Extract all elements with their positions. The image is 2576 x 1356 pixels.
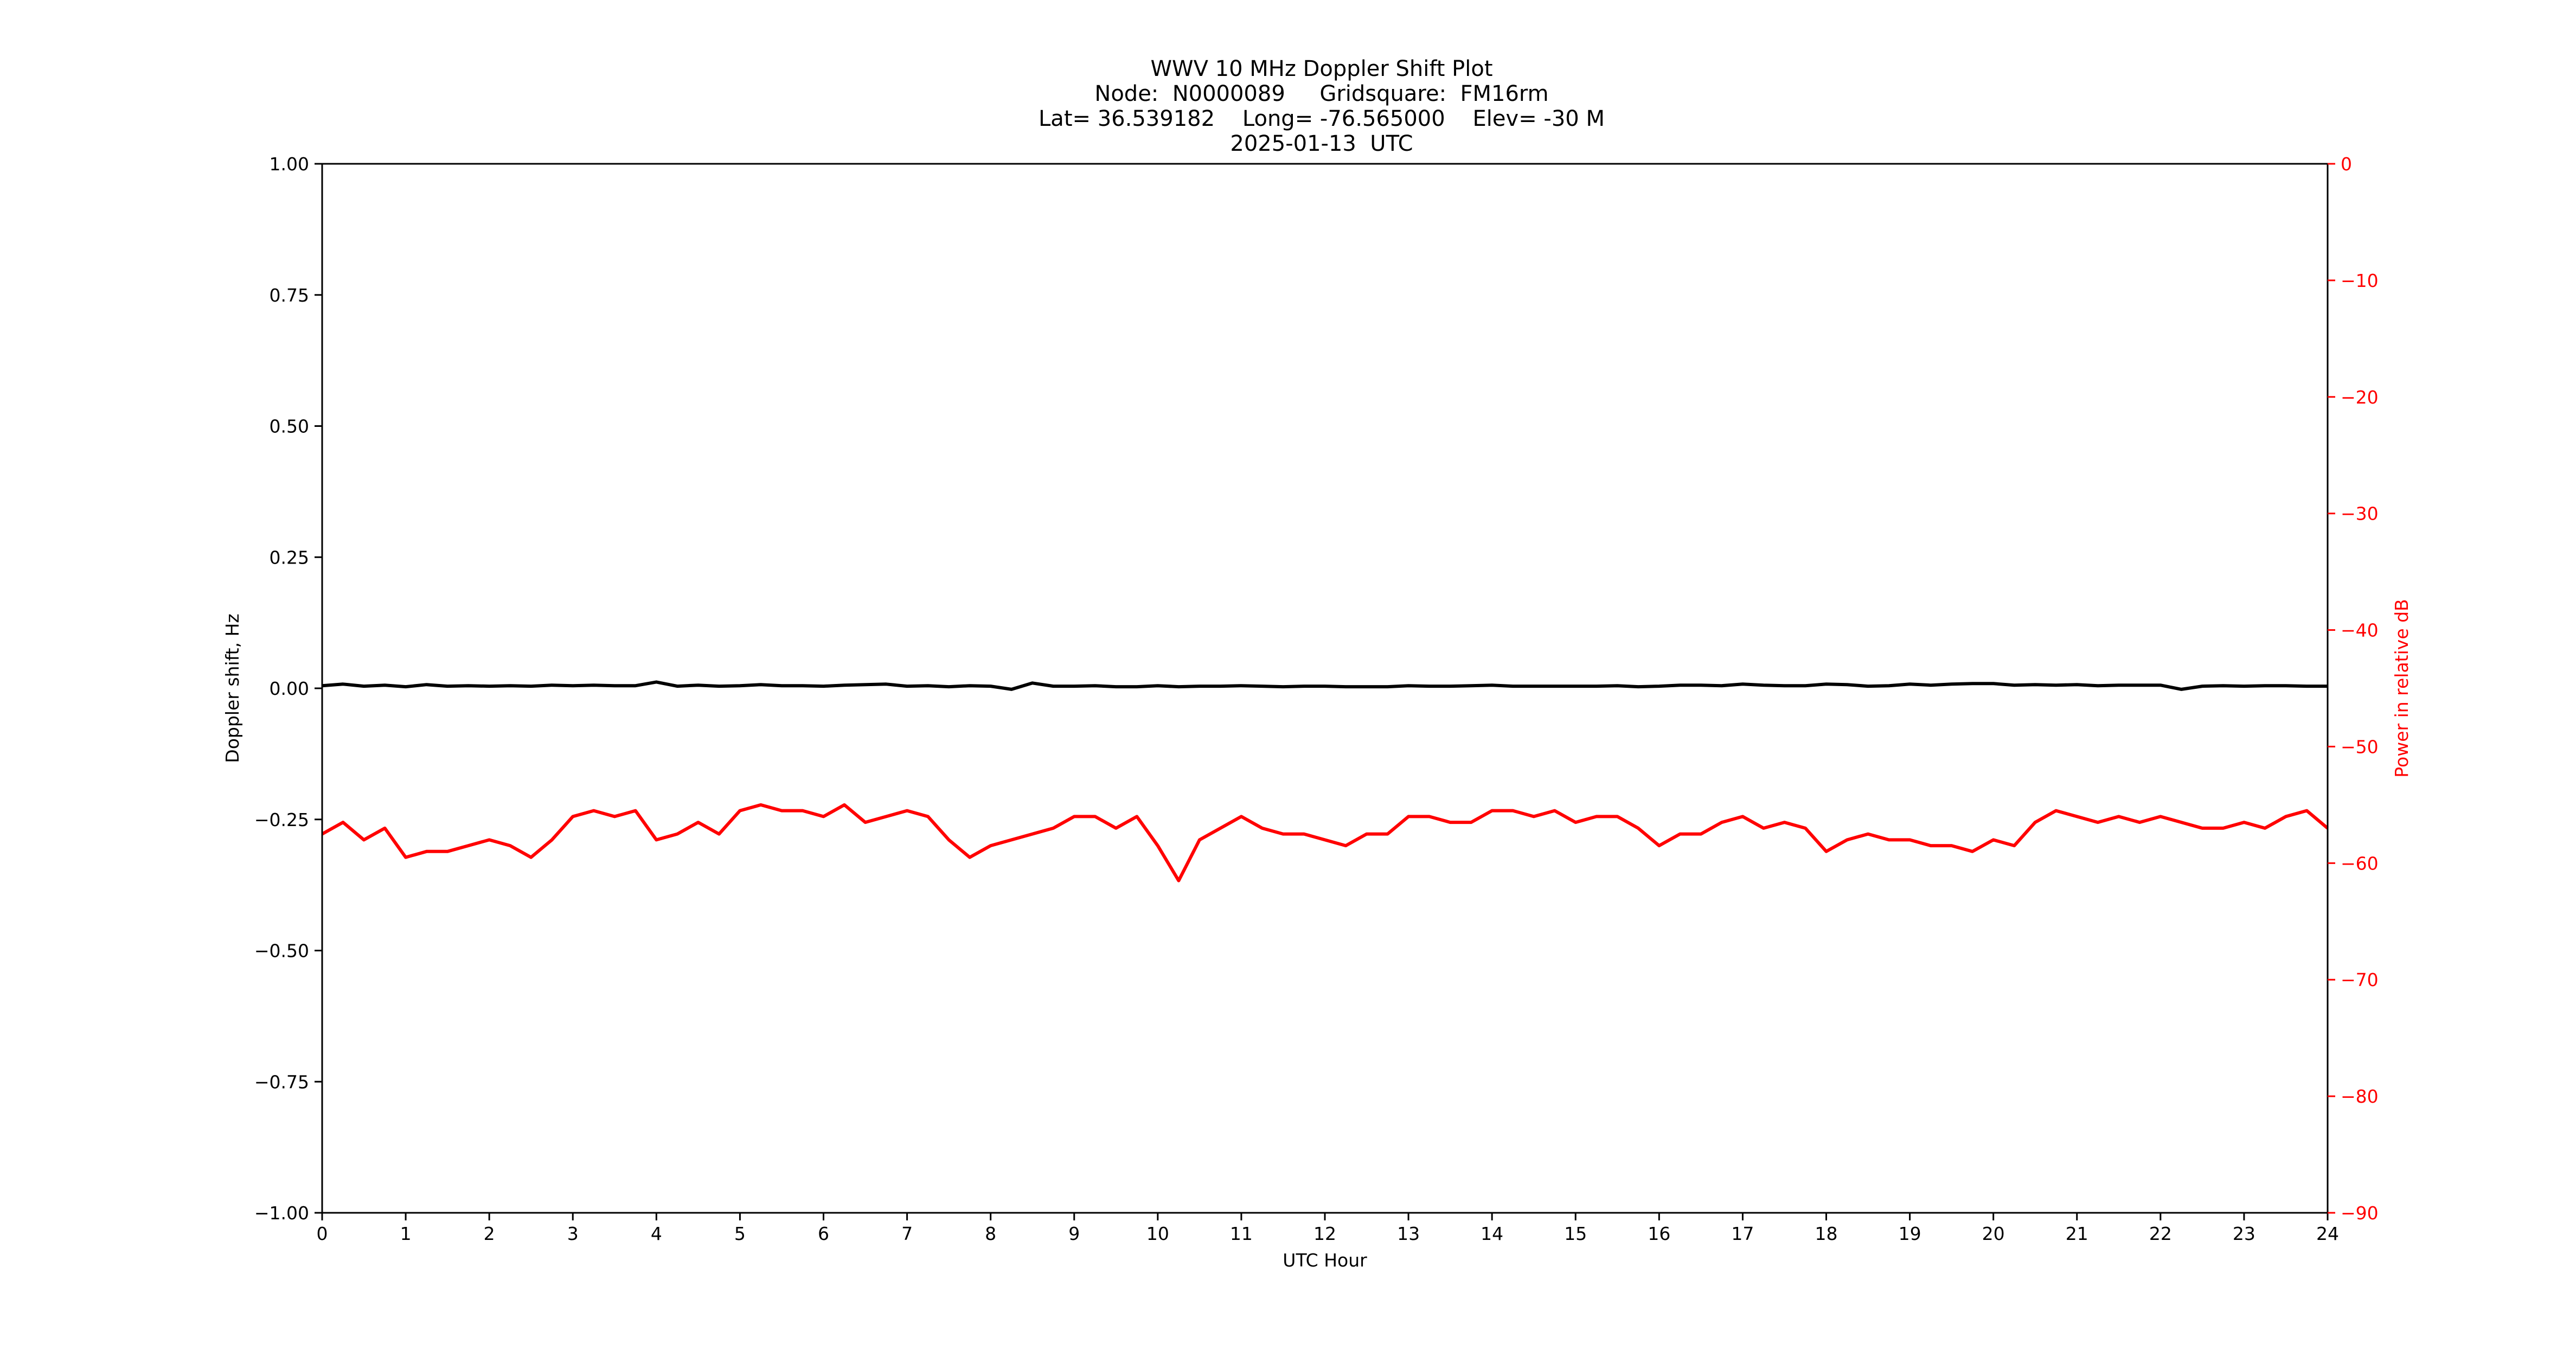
x-tick-label: 1	[400, 1223, 412, 1244]
y-tick-label: −0.50	[254, 941, 309, 962]
chart-title-line-1: WWV 10 MHz Doppler Shift Plot	[1150, 56, 1492, 81]
y-tick-label: 0.25	[270, 547, 309, 568]
x-tick-label: 19	[1899, 1223, 1921, 1244]
y2-tick-label: −70	[2341, 969, 2379, 990]
chart-title-line-4: 2025-01-13 UTC	[1230, 131, 1413, 156]
x-tick-label: 16	[1648, 1223, 1670, 1244]
x-tick-label: 5	[734, 1223, 746, 1244]
y-axis-ticks: 1.00 0.75 0.50 0.25 0.00 −0.25 −0.50 −0.75 −1.00	[254, 153, 322, 1224]
x-axis-ticks: 0 1 2 3 4 5 6 7 8 9 10 11 12 13 14 15 16 17 18 19 20 21 22 23 24	[317, 1213, 2339, 1244]
x-tick-label: 4	[651, 1223, 662, 1244]
y-tick-label: −0.75	[254, 1071, 309, 1092]
y-tick-label: 0.00	[270, 678, 309, 699]
x-tick-label: 14	[1481, 1223, 1503, 1244]
y2-axis-ticks: 0 −10 −20 −30 −40 −50 −60 −70 −80 −90	[2328, 153, 2379, 1224]
y-tick-label: 1.00	[270, 153, 309, 175]
y2-tick-label: −10	[2341, 270, 2379, 291]
x-tick-label: 20	[1982, 1223, 2005, 1244]
x-tick-label: 11	[1230, 1223, 1253, 1244]
power-series-line	[321, 803, 2329, 882]
y2-tick-label: −90	[2341, 1203, 2379, 1224]
doppler-series-line	[322, 680, 2328, 691]
y2-axis-label: Power in relative dB	[2391, 599, 2412, 777]
y2-tick-label: −40	[2341, 620, 2379, 641]
y2-tick-label: −60	[2341, 853, 2379, 874]
x-tick-label: 10	[1146, 1223, 1169, 1244]
y2-tick-label: −50	[2341, 736, 2379, 757]
y-tick-label: −0.25	[254, 809, 309, 830]
x-tick-label: 18	[1815, 1223, 1838, 1244]
y2-tick-label: −80	[2341, 1086, 2379, 1107]
chart-title-line-3: Lat= 36.539182 Long= -76.565000 Elev= -3…	[1039, 106, 1605, 131]
y-axis-label: Doppler shift, Hz	[222, 613, 243, 763]
x-tick-label: 12	[1313, 1223, 1336, 1244]
x-tick-label: 7	[901, 1223, 913, 1244]
x-tick-label: 24	[2316, 1223, 2339, 1244]
x-tick-label: 3	[567, 1223, 579, 1244]
x-tick-label: 17	[1731, 1223, 1754, 1244]
y2-tick-label: 0	[2341, 153, 2352, 175]
y2-tick-label: −30	[2341, 503, 2379, 525]
x-tick-label: 8	[985, 1223, 996, 1244]
y-tick-label: 0.50	[270, 416, 309, 437]
plot-area-frame	[321, 163, 2329, 1214]
x-tick-label: 13	[1397, 1223, 1420, 1244]
x-tick-label: 0	[317, 1223, 328, 1244]
x-axis-label: UTC Hour	[1283, 1250, 1367, 1271]
x-tick-label: 21	[2066, 1223, 2088, 1244]
y2-tick-label: −20	[2341, 387, 2379, 408]
x-tick-label: 2	[484, 1223, 495, 1244]
y-tick-label: 0.75	[270, 285, 309, 306]
chart-title-line-2: Node: N0000089 Gridsquare: FM16rm	[1094, 81, 1548, 106]
y-tick-label: −1.00	[254, 1203, 309, 1224]
x-tick-label: 22	[2149, 1223, 2172, 1244]
x-tick-label: 6	[818, 1223, 829, 1244]
x-tick-label: 9	[1068, 1223, 1080, 1244]
x-tick-label: 23	[2233, 1223, 2255, 1244]
x-tick-label: 15	[1564, 1223, 1587, 1244]
